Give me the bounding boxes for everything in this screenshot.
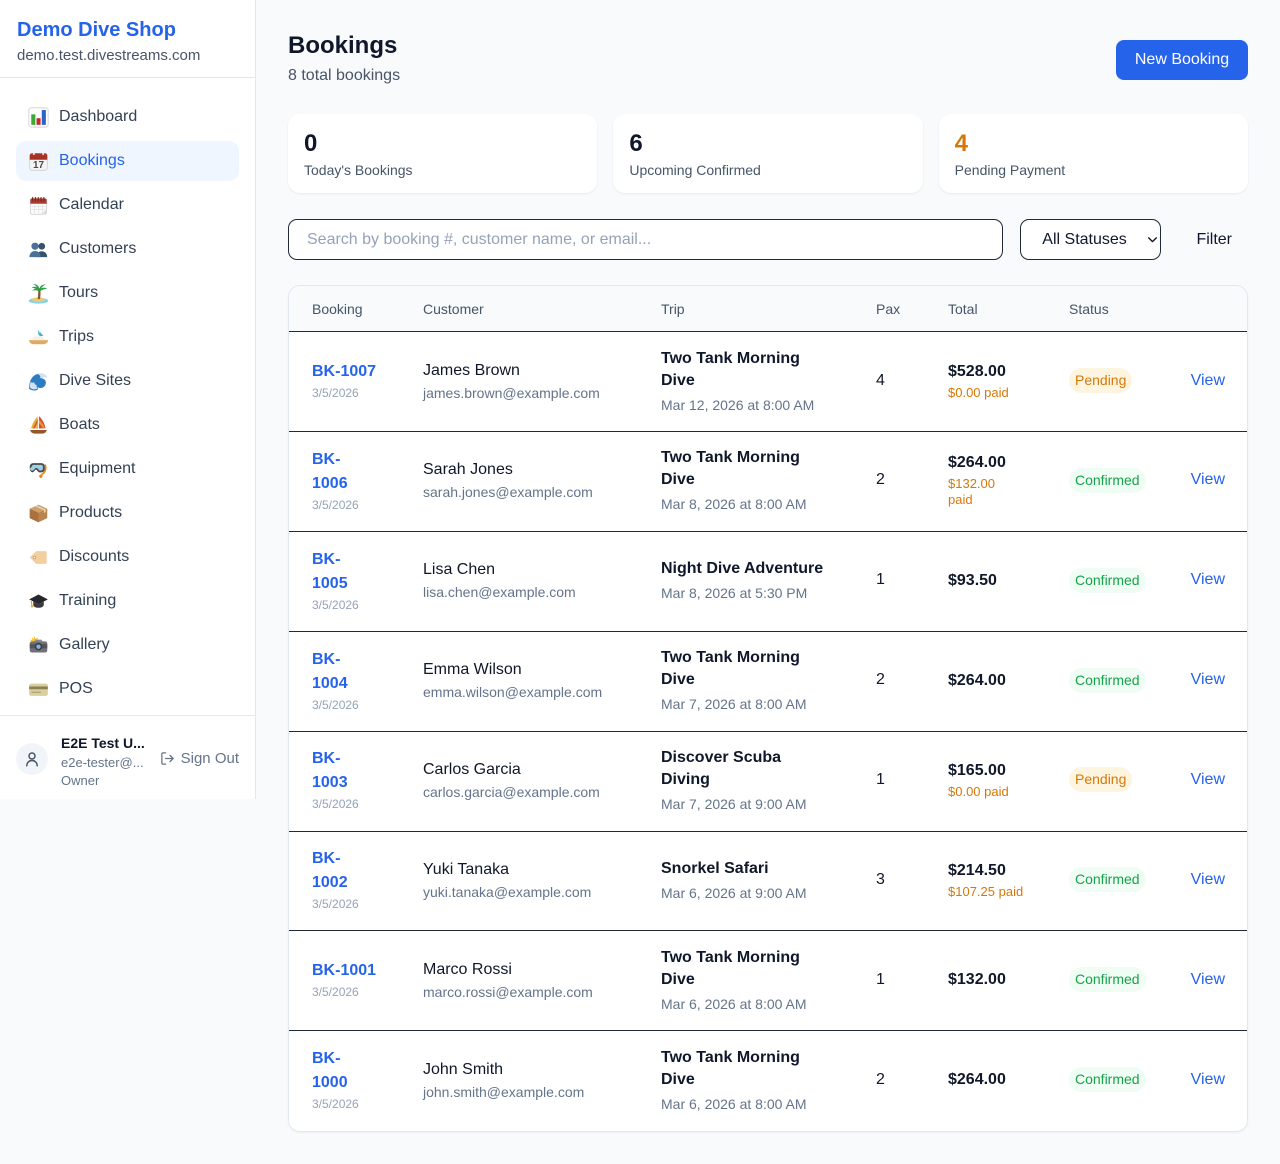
svg-text:17: 17 xyxy=(33,159,45,170)
